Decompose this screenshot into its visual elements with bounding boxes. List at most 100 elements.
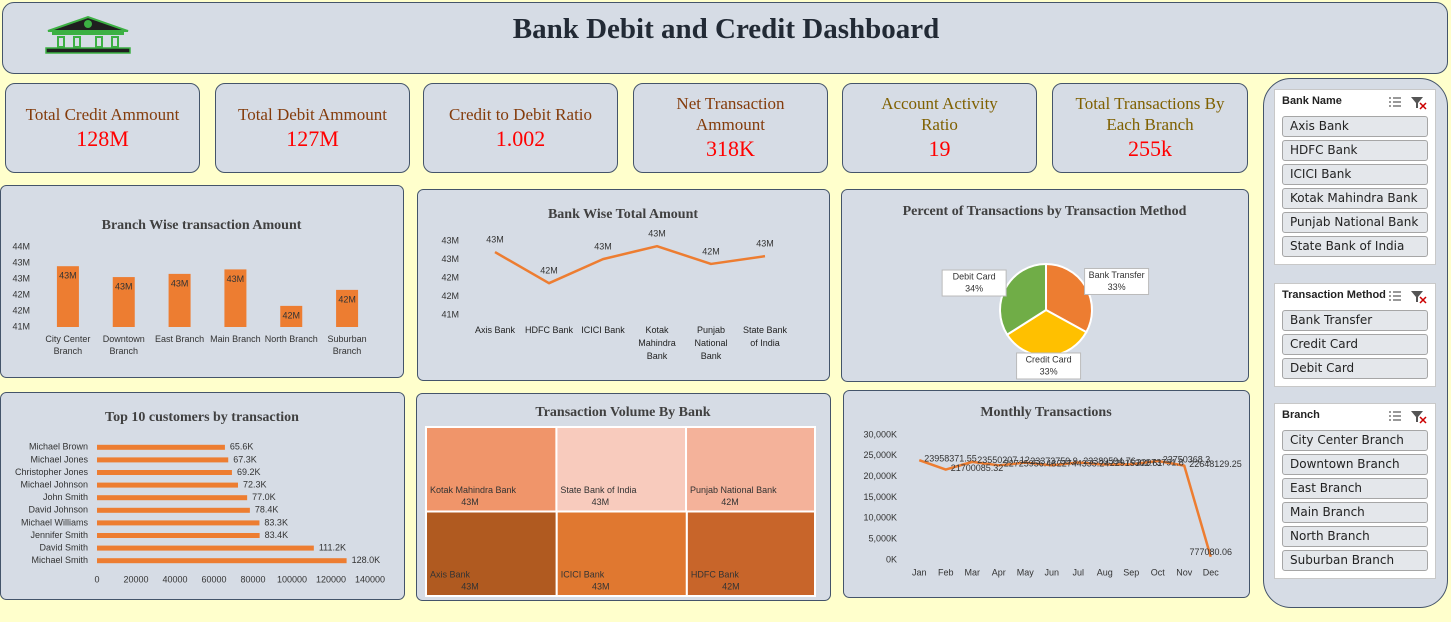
data-label: 128.0K	[352, 555, 381, 565]
data-label: 42M	[540, 266, 558, 276]
tile-label: State Bank of India	[560, 485, 636, 495]
slicer-item[interactable]: City Center Branch	[1282, 430, 1428, 451]
slicer-item[interactable]: Bank Transfer	[1282, 310, 1428, 331]
chart-title: Top 10 customers by transaction	[105, 410, 299, 425]
x-tick-label: Downtown Branch	[102, 334, 145, 356]
slicer-item[interactable]: Credit Card	[1282, 334, 1428, 355]
slicer-item[interactable]: North Branch	[1282, 526, 1428, 547]
slicer-item[interactable]: Downtown Branch	[1282, 454, 1428, 475]
slicer-item[interactable]: Main Branch	[1282, 502, 1428, 523]
chart-title: Branch Wise transaction Amount	[101, 218, 302, 233]
x-tick-label: HDFC Bank	[524, 325, 573, 335]
kpi-value: 19	[928, 136, 951, 161]
treemap-tile	[555, 510, 688, 597]
data-label: 22744335.24	[1057, 459, 1110, 469]
slicer-icons	[1387, 288, 1432, 304]
x-tick-label: Apr	[992, 567, 1006, 577]
y-tick-label: Michael Smith	[31, 555, 88, 565]
data-label: 23550207.12	[977, 455, 1030, 465]
data-label: 65.6K	[230, 442, 254, 452]
y-tick-label: Jennifer Smith	[30, 530, 88, 540]
x-tick-label: 40000	[162, 574, 187, 584]
kpi-card: Total Credit Ammount 128M	[5, 83, 200, 173]
y-tick-label: 25,000K	[863, 450, 897, 460]
clear-filter-icon[interactable]	[1411, 291, 1427, 304]
x-tick-label: Sep	[1123, 567, 1139, 577]
bar	[97, 495, 248, 501]
x-tick-label: 20000	[123, 574, 148, 584]
kpi-label: Net Transaction Ammount	[676, 94, 785, 134]
data-label: 67.3K	[233, 454, 257, 464]
data-label: 22973791.8	[1136, 458, 1184, 468]
kpi-value: 127M	[286, 125, 339, 151]
callout-box	[1084, 267, 1150, 295]
kpi-label: Account Activity Ratio	[881, 94, 998, 134]
clear-filter-icon[interactable]	[1411, 97, 1427, 110]
tile-value: 43M	[461, 581, 479, 591]
slicer-item[interactable]: ICICI Bank	[1282, 164, 1428, 185]
data-label: 69.2K	[237, 467, 261, 477]
data-label: 23958371.55	[924, 454, 977, 464]
data-label: 43M	[115, 281, 133, 291]
bar	[168, 273, 191, 327]
data-label: 43M	[648, 229, 666, 239]
data-label: 22915302.61	[1110, 458, 1163, 468]
kpi-value: 318K	[706, 136, 755, 161]
slicer-item[interactable]: HDFC Bank	[1282, 140, 1428, 161]
data-label: 42M	[282, 310, 300, 320]
y-tick-label: 15,000K	[863, 492, 897, 502]
clear-filter-icon[interactable]	[1411, 411, 1427, 424]
data-label: 42M	[338, 294, 356, 304]
data-label: 23373759.9	[1030, 456, 1078, 466]
slicer-icon-set	[1389, 411, 1427, 424]
bar	[56, 266, 79, 327]
multi-select-icon[interactable]	[1389, 411, 1401, 421]
data-label: 23750368.3	[1163, 454, 1211, 464]
x-tick-label: City Center Branch	[45, 334, 91, 356]
y-tick-label: Michael Johnson	[20, 479, 88, 489]
slice-label: Credit Card	[1026, 354, 1072, 364]
bar	[97, 520, 260, 526]
x-tick-label: Jun	[1044, 567, 1059, 577]
x-tick-label: 100000	[277, 574, 307, 584]
dashboard-title: Bank Debit and Credit Dashboard	[512, 13, 940, 45]
chart-title: Percent of Transactions by Transaction M…	[902, 204, 1187, 219]
slicer-item[interactable]: Suburban Branch	[1282, 550, 1428, 571]
tile-value: 42M	[721, 497, 739, 507]
slice-value: 34%	[965, 283, 983, 293]
x-tick-label: Main Branch	[210, 334, 261, 344]
x-tick-label: Aug	[1097, 567, 1113, 577]
slicer-icons	[1387, 94, 1432, 110]
callout-box	[941, 269, 1007, 297]
tile-value: 42M	[722, 581, 740, 591]
slicer-item[interactable]: Axis Bank	[1282, 116, 1428, 137]
slicer-item[interactable]: Debit Card	[1282, 358, 1428, 379]
x-tick-label: Dec	[1203, 567, 1220, 577]
kpi-card: Account Activity Ratio 19	[842, 83, 1037, 173]
y-tick-label: 43M	[12, 257, 30, 267]
data-label: 83.4K	[265, 530, 289, 540]
y-tick-label: Christopher Jones	[15, 467, 89, 477]
pie-slice	[1045, 262, 1093, 334]
x-tick-label: 60000	[201, 574, 226, 584]
slicer-item[interactable]: East Branch	[1282, 478, 1428, 499]
chart-panel	[416, 393, 831, 601]
kpi-value: 255k	[1128, 136, 1172, 161]
multi-select-icon[interactable]	[1389, 97, 1401, 107]
slicer-item[interactable]: Kotak Mahindra Bank	[1282, 188, 1428, 209]
x-tick-label: ICICI Bank	[581, 325, 625, 335]
slice-label: Debit Card	[953, 271, 996, 281]
multi-select-icon[interactable]	[1389, 291, 1401, 301]
bar	[97, 482, 238, 488]
slice-value: 33%	[1108, 282, 1126, 292]
bar	[97, 507, 250, 513]
bar	[97, 470, 232, 475]
y-tick-label: 10,000K	[863, 513, 897, 523]
slicer-item[interactable]: Punjab National Bank	[1282, 212, 1428, 233]
data-label: 43M	[756, 239, 774, 249]
kpi-card: Total Transactions By Each Branch 255k	[1052, 83, 1248, 173]
x-tick-label: 120000	[316, 574, 346, 584]
slicer-item[interactable]: State Bank of India	[1282, 236, 1428, 257]
treemap-tile	[425, 426, 558, 513]
